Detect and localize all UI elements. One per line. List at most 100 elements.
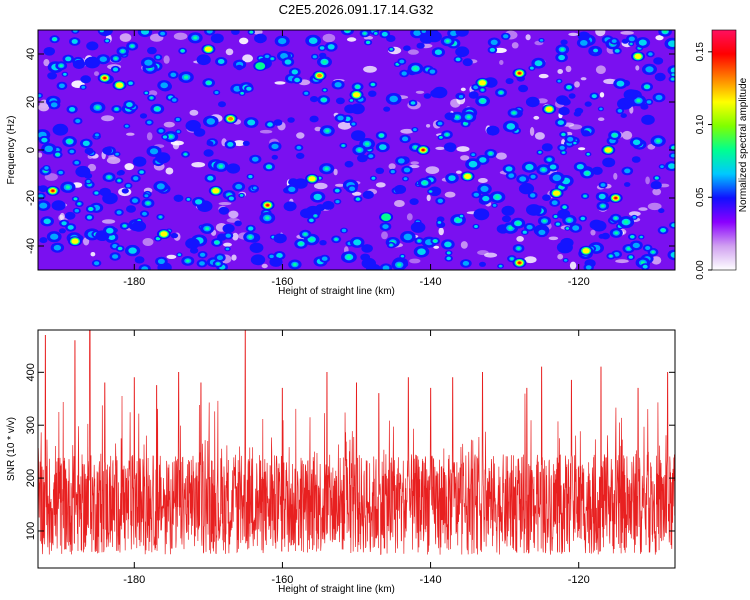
heatmap-blob-core (473, 85, 479, 90)
heatmap-blob-core (624, 168, 631, 174)
heatmap-blob-peak (342, 144, 345, 147)
heatmap-blob-peak (439, 136, 442, 139)
heatmap-blob (432, 86, 448, 99)
heatmap-hotspot (464, 173, 472, 180)
heatmap-blob-core (50, 233, 59, 240)
heatmap-blob (419, 33, 434, 44)
heatmap-blob (574, 107, 584, 114)
heatmap-blob-peak (364, 142, 370, 146)
heatmap-blob-peak (371, 83, 375, 86)
heatmap-blob-core (632, 139, 641, 146)
heatmap-blob-peak (357, 148, 362, 152)
heatmap-gap (381, 231, 388, 240)
heatmap-blob-peak (672, 146, 675, 149)
heatmap-blob-core (199, 261, 205, 266)
heatmap-blob-peak (53, 38, 56, 41)
heatmap-gap (108, 154, 117, 160)
heatmap-blob-core (146, 120, 152, 125)
heatmap-gap (410, 161, 420, 165)
heatmap-blob-core (646, 100, 652, 104)
heatmap-blob-peak (114, 57, 118, 60)
heatmap-blob-core (252, 156, 259, 162)
heatmap-blob (335, 97, 345, 105)
heatmap-blob-core (69, 107, 76, 112)
heatmap-blob (621, 38, 629, 44)
heatmap-gap (407, 49, 419, 55)
heatmap-blob (287, 117, 295, 123)
heatmap-blob-peak (614, 231, 619, 235)
heatmap-blob-peak (614, 216, 618, 220)
heatmap-blob (206, 141, 214, 146)
heatmap-blob (86, 41, 99, 51)
heatmap-blob (526, 204, 542, 216)
heatmap-blob-peak (433, 239, 437, 243)
heatmap-blob (410, 221, 426, 233)
heatmap-gap (94, 71, 99, 76)
heatmap-blob-peak (363, 32, 367, 35)
heatmap-blob-peak (250, 31, 253, 33)
heatmap-blob-core (106, 227, 114, 234)
heatmap-blob-core (162, 135, 168, 139)
heatmap-blob-core (559, 145, 565, 150)
heatmap-blob-core (519, 176, 527, 182)
heatmap-blob-core (390, 170, 395, 174)
heatmap-blob-peak (205, 227, 210, 231)
heatmap-blob-core (503, 34, 509, 39)
heatmap-blob-core (158, 129, 164, 133)
heatmap-hotspot (381, 213, 392, 221)
heatmap-blob-peak (318, 177, 321, 179)
heatmap-gap (525, 34, 531, 41)
heatmap-blob (231, 30, 240, 35)
heatmap-blob-peak (150, 96, 153, 99)
heatmap-gap (124, 163, 134, 171)
heatmap-blob-peak (118, 179, 121, 182)
heatmap-gap (590, 229, 596, 236)
heatmap-gap (603, 78, 617, 84)
heatmap-blob-core (248, 175, 253, 179)
heatmap-blob (84, 172, 93, 179)
heatmap-blob (383, 106, 391, 112)
heatmap-blob-peak (567, 86, 571, 89)
heatmap-gap (166, 254, 177, 259)
heatmap-blob-core (124, 124, 129, 128)
heatmap-gap (165, 167, 174, 175)
heatmap-blob-core (611, 39, 617, 43)
heatmap-blob-peak (67, 139, 72, 144)
heatmap-blob-core (446, 256, 452, 261)
heatmap-blob-core (280, 53, 288, 59)
heatmap-blob-peak (146, 201, 150, 205)
heatmap-blob (185, 120, 201, 132)
heatmap-blob (126, 205, 136, 213)
heatmap-blob-peak (567, 218, 572, 222)
heatmap-gap (252, 30, 263, 35)
heatmap-blob (254, 33, 267, 44)
y-tick-label: 200 (25, 469, 37, 487)
heatmap-blob-peak (413, 66, 418, 71)
heatmap-blob-core (564, 259, 568, 262)
heatmap-blob-core (670, 251, 675, 258)
heatmap-blob-core (206, 118, 216, 125)
heatmap-gap (444, 191, 456, 198)
heatmap-blob-peak (455, 218, 461, 222)
heatmap-blob-core (291, 69, 298, 75)
heatmap-blob-core (557, 120, 564, 125)
heatmap-blob-core (668, 163, 675, 169)
heatmap-gap (651, 256, 662, 265)
heatmap-blob-peak (168, 135, 173, 139)
heatmap-blob-core (217, 59, 225, 64)
heatmap-blob-core (58, 170, 63, 175)
x-tick-label: -120 (568, 276, 590, 288)
heatmap-gap (409, 258, 421, 264)
heatmap-blob (357, 154, 368, 163)
heatmap-blob-core (50, 102, 58, 108)
heatmap-blob-core (526, 224, 533, 230)
heatmap-blob (84, 147, 94, 155)
heatmap-gap (274, 81, 286, 85)
snr-x-label: Height of straight line (km) (278, 584, 395, 595)
heatmap-blob-peak (324, 167, 329, 171)
heatmap-hotspot (103, 76, 107, 80)
heatmap-blob (558, 107, 570, 116)
heatmap-blob (47, 72, 57, 80)
heatmap-blob-peak (183, 75, 189, 79)
heatmap-hotspot (308, 176, 316, 182)
